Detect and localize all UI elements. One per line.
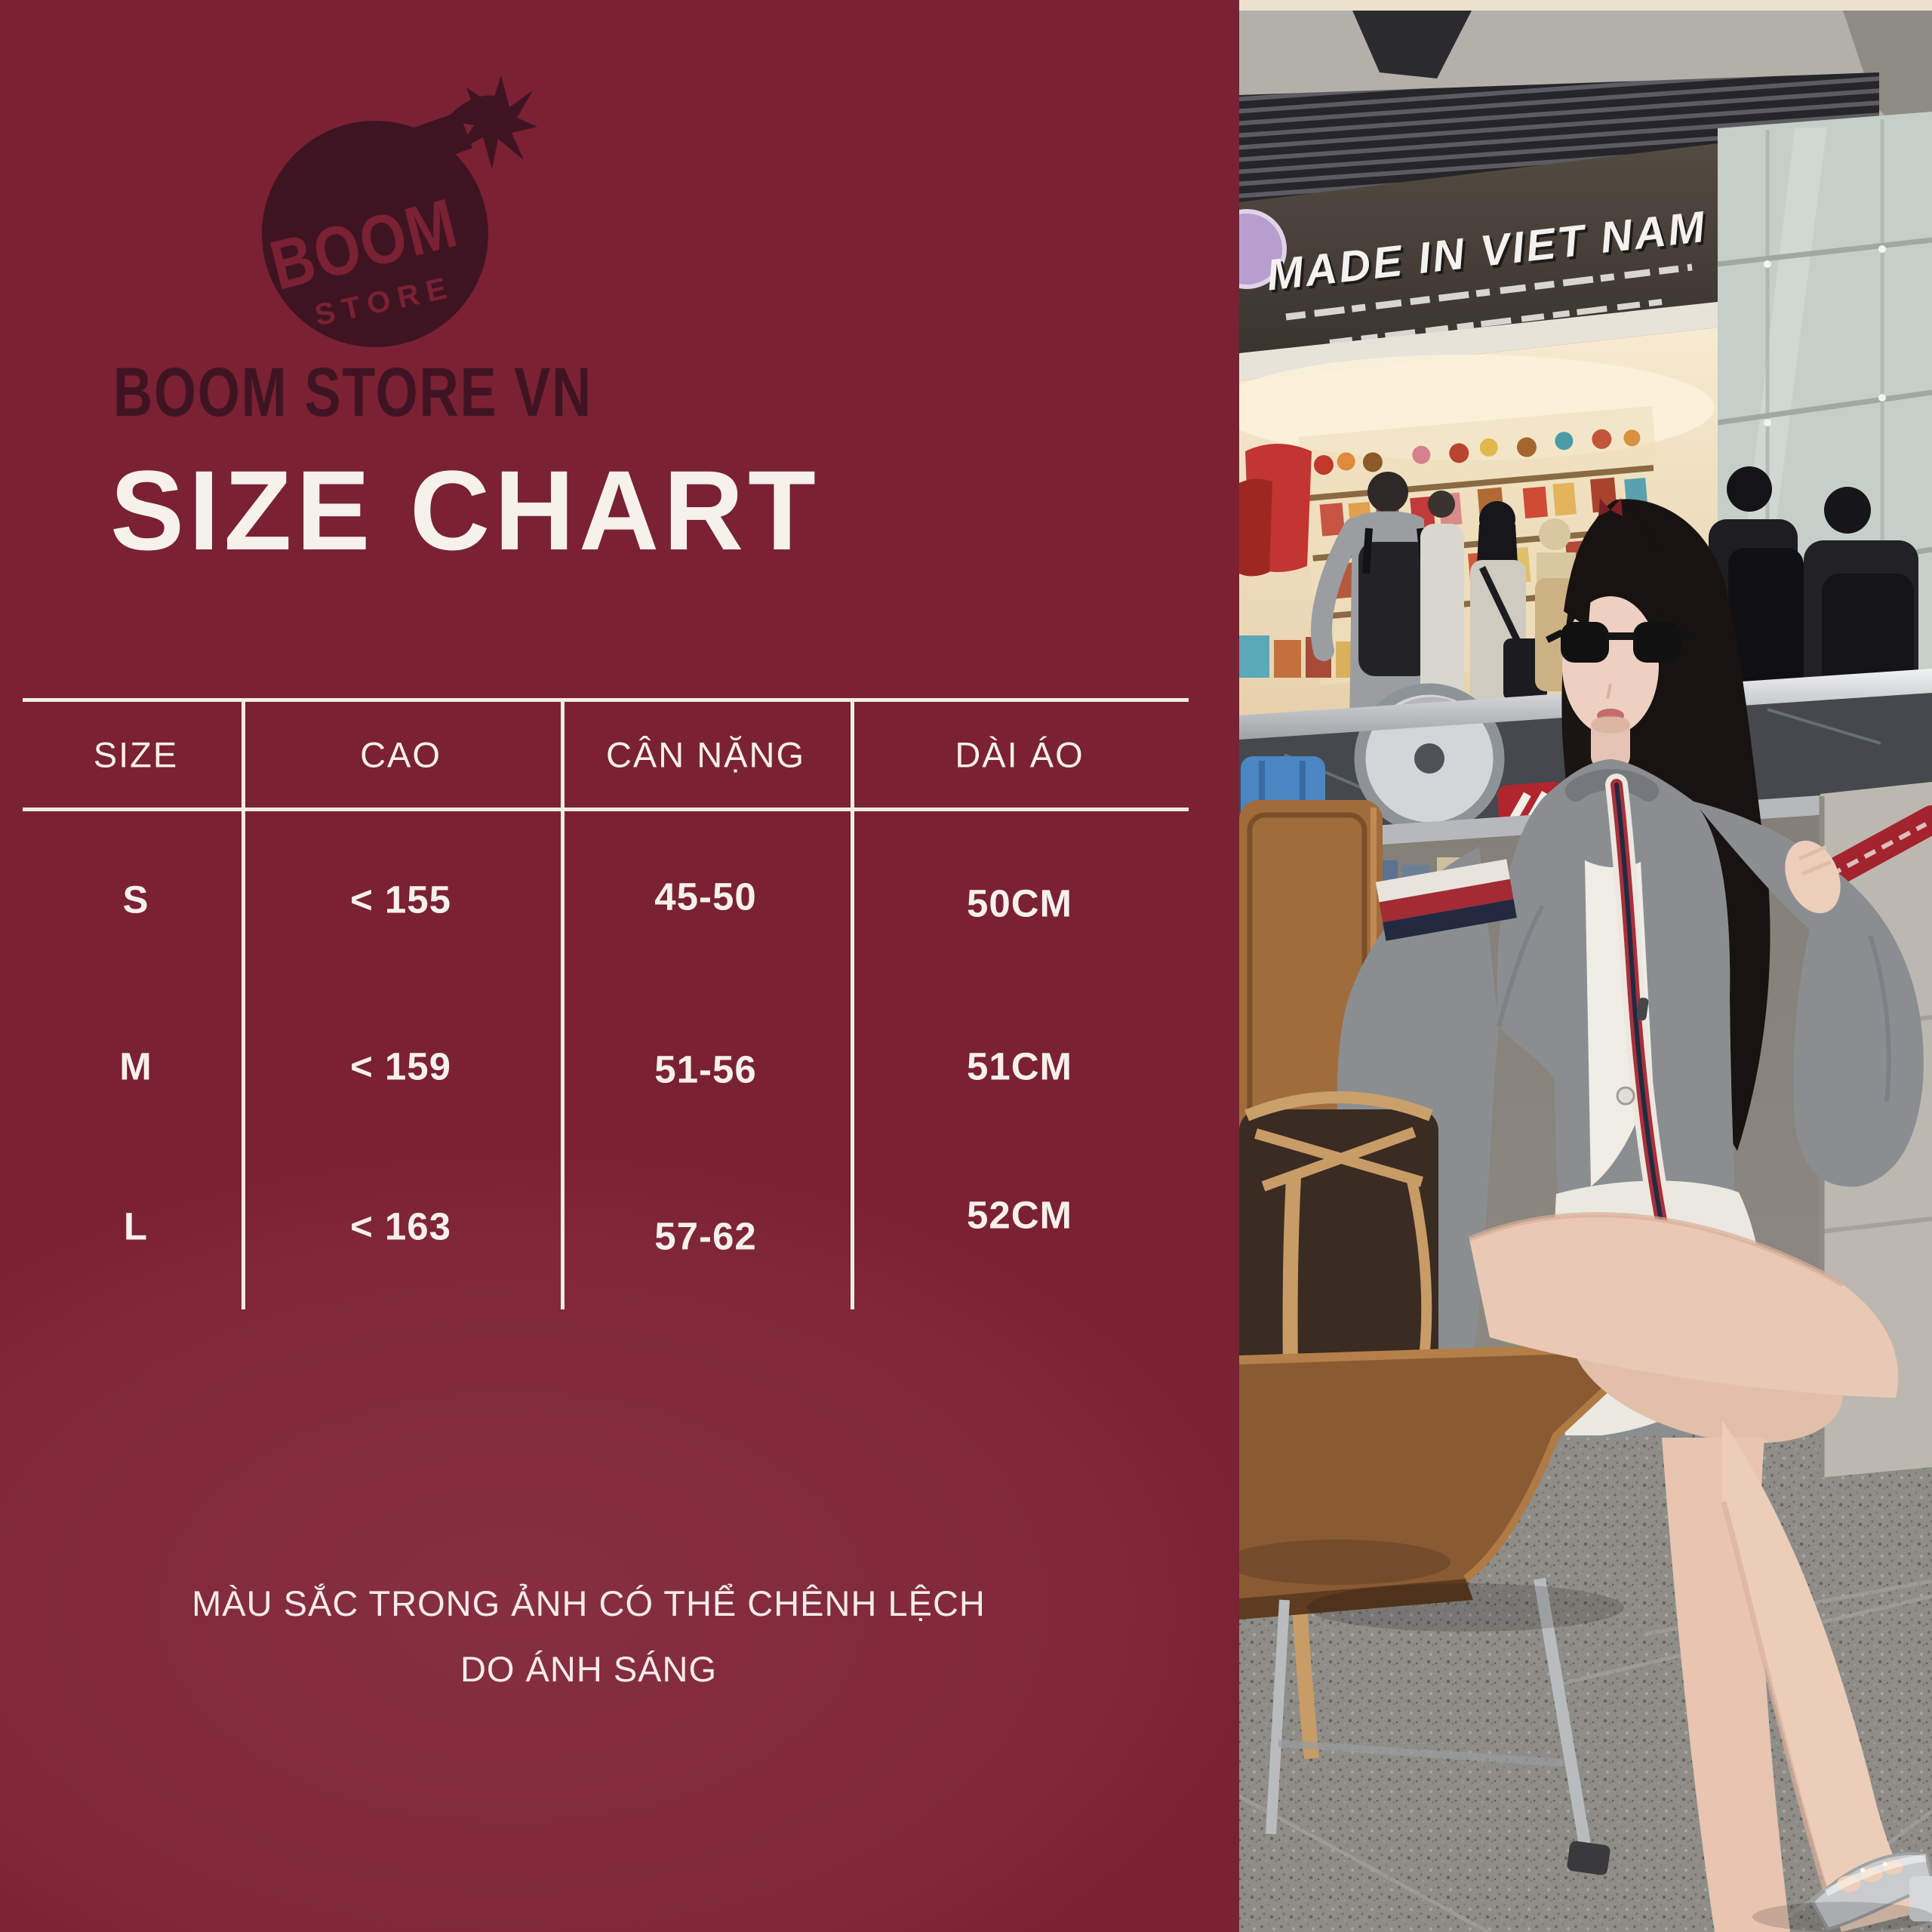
brand-name: BOOM STORE VN xyxy=(113,354,592,432)
table-row-m-can: 51-56 xyxy=(654,1048,757,1091)
airport-scene: MADE IN VIET NAM xyxy=(1239,0,1932,1932)
nose xyxy=(1606,683,1612,700)
table-row-s-dai: 50CM xyxy=(966,881,1073,925)
bomb-with-spark-icon: BOOM STORE xyxy=(262,75,537,347)
shin-near xyxy=(1722,1420,1926,1932)
sleeve-stripe-band xyxy=(1375,859,1517,941)
photo-top-strip xyxy=(1239,0,1932,11)
table-row-m-dai: 51CM xyxy=(966,1044,1073,1088)
sign-small-text-line xyxy=(1285,263,1693,321)
shopper-white-shirt xyxy=(1420,491,1464,699)
table-divider-2 xyxy=(561,698,565,1309)
bench-leg xyxy=(1534,1577,1594,1864)
ceiling-beam xyxy=(1352,11,1472,78)
background-sheen xyxy=(0,966,1239,1932)
table-row-l-can: 57-62 xyxy=(654,1214,757,1258)
page-title: SIZE CHART xyxy=(110,447,820,574)
table-header-rule xyxy=(23,808,1189,811)
crossed-legs xyxy=(1468,1211,1926,1932)
table-row-l-dai: 52CM xyxy=(966,1193,1073,1237)
zipper-pull xyxy=(1636,997,1649,1021)
floor-shadows xyxy=(1239,1540,1932,1932)
table-row-m-size: M xyxy=(119,1044,152,1088)
sandal-strap xyxy=(1824,1854,1927,1897)
col-header-cao: CAO xyxy=(360,734,441,775)
col-header-dai-ao: DÀI ÁO xyxy=(955,734,1084,775)
left-panel: BOOM STORE BOOM STORE VN SIZE CHART SIZE… xyxy=(0,75,1239,1932)
table-row-l-cao: < 163 xyxy=(349,1204,452,1248)
product-photo: MADE IN VIET NAM xyxy=(1239,0,1932,1932)
table-divider-1 xyxy=(242,698,245,1309)
hair-bow xyxy=(1598,498,1611,516)
sign-small-text-line xyxy=(1329,299,1663,346)
hand xyxy=(1785,840,1841,914)
shopper-grey-backpack xyxy=(1311,472,1432,724)
table-row-s-cao: < 155 xyxy=(349,878,452,921)
disclaimer-line-1: MÀU SẮC TRONG ẢNH CÓ THỂ CHÊNH LỆCH xyxy=(192,1583,986,1623)
table-divider-3 xyxy=(851,698,854,1309)
size-table: SIZE CAO CÂN NẶNG DÀI ÁO S < 155 45-50 5… xyxy=(23,698,1189,1309)
table-row-s-size: S xyxy=(122,878,149,921)
button xyxy=(1616,1086,1635,1106)
col-header-size: SIZE xyxy=(93,734,179,775)
clear-sandal xyxy=(1810,1852,1932,1931)
color-disclaimer: MÀU SẮC TRONG ẢNH CÓ THỂ CHÊNH LỆCH DO Á… xyxy=(0,1571,1177,1703)
table-row-s-can: 45-50 xyxy=(654,875,757,918)
table-top-rule xyxy=(23,698,1189,702)
seated-woman xyxy=(1337,498,1932,1438)
table-row-l-size: L xyxy=(123,1204,149,1248)
vent-grille xyxy=(1239,72,1879,207)
disclaimer-line-2: DO ÁNH SÁNG xyxy=(460,1648,718,1689)
table-row-m-cao: < 159 xyxy=(349,1044,452,1088)
bench-seat xyxy=(1239,1343,1631,1875)
storefront-sign: MADE IN VIET NAM xyxy=(1239,143,1718,353)
shop-logo-circle xyxy=(1239,209,1287,289)
sunglasses xyxy=(1545,622,1699,663)
col-header-can-nang: CÂN NẶNG xyxy=(605,734,806,775)
